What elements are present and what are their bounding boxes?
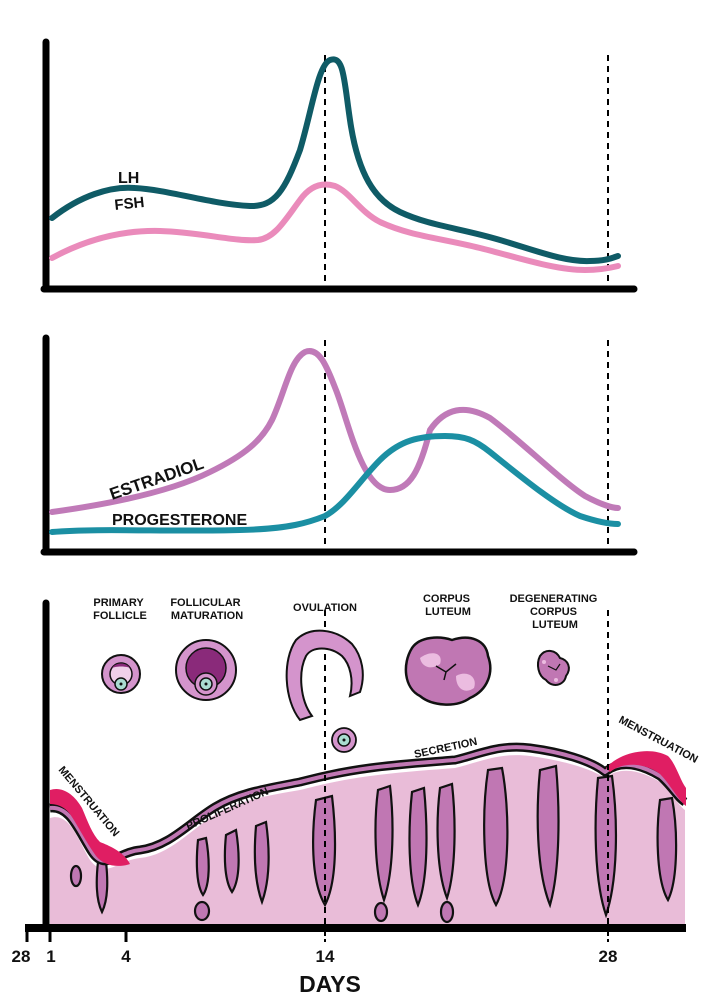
gland bbox=[536, 764, 560, 909]
progesterone-label: PROGESTERONE bbox=[112, 512, 247, 529]
gland bbox=[656, 796, 678, 903]
corpus-luteum-label: CORPUS LUTEUM bbox=[423, 593, 473, 618]
gland bbox=[373, 901, 389, 923]
gland bbox=[408, 786, 428, 908]
lh-label: LH bbox=[118, 170, 139, 187]
gland bbox=[253, 820, 270, 906]
follicular-maturation-icon bbox=[175, 639, 237, 701]
tick-label-14: 14 bbox=[316, 947, 335, 966]
gland bbox=[195, 836, 210, 897]
ovulation-icon bbox=[285, 629, 364, 753]
gland bbox=[374, 784, 394, 904]
gland bbox=[95, 860, 109, 915]
endometrial-glands bbox=[69, 764, 678, 924]
follicular-maturation-label: FOLLICULAR MATURATION bbox=[170, 597, 243, 622]
fsh-label: FSH bbox=[114, 194, 146, 214]
progesterone-line bbox=[49, 432, 621, 535]
lh-fsh-chart: LH FSH bbox=[40, 38, 638, 293]
gland bbox=[223, 828, 240, 894]
endometrium-tissue bbox=[50, 755, 685, 925]
corpus-luteum-icon bbox=[404, 636, 492, 706]
lh-line bbox=[49, 56, 621, 265]
degenerating-corpus-luteum-icon bbox=[537, 650, 570, 686]
primary-follicle-icon bbox=[101, 654, 141, 694]
gland bbox=[193, 900, 211, 922]
estradiol-progesterone-chart: ESTRADIOL PROGESTERONE bbox=[40, 334, 638, 556]
tick-label-28-left: 28 bbox=[12, 947, 31, 966]
estradiol-line bbox=[49, 348, 621, 515]
tick-label-4: 4 bbox=[121, 947, 131, 966]
menstruation-left-shedding bbox=[50, 788, 130, 866]
endometrium-surface-fill bbox=[49, 745, 687, 863]
gland bbox=[69, 864, 83, 888]
gland bbox=[312, 794, 337, 908]
gland bbox=[483, 766, 509, 908]
tick-label-1: 1 bbox=[46, 947, 55, 966]
fsh-line bbox=[49, 181, 621, 274]
ovarian-endometrial-panel: 28 1 4 14 28 DAYS MENSTRUATION PROLIFERA… bbox=[12, 593, 700, 997]
tick-label-28: 28 bbox=[599, 947, 618, 966]
primary-follicle-label: PRIMARY FOLLICLE bbox=[93, 597, 147, 622]
gland bbox=[436, 782, 456, 902]
x-axis-title: DAYS bbox=[299, 971, 361, 997]
degenerating-corpus-luteum-label: DEGENERATING CORPUS LUTEUM bbox=[510, 593, 601, 631]
ovulation-label: OVULATION bbox=[293, 602, 357, 614]
menstruation-right-shedding bbox=[606, 751, 686, 806]
gland bbox=[594, 774, 618, 919]
gland bbox=[439, 900, 455, 924]
